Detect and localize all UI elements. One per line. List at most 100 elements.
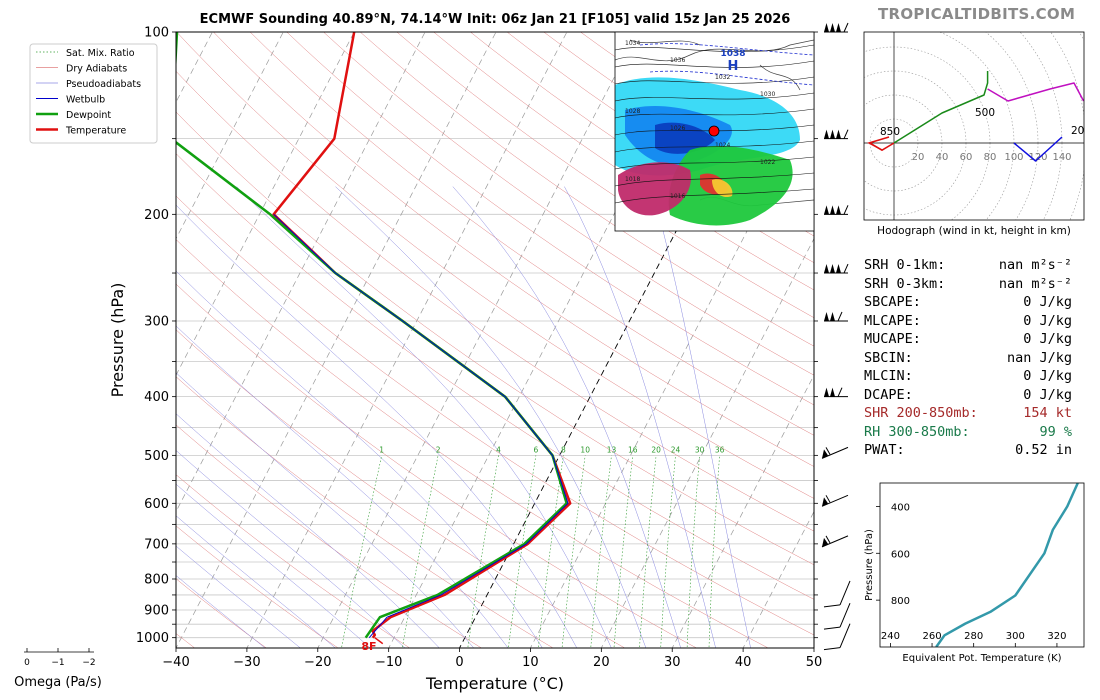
barb-staff [839,602,851,628]
dry-adiabat [176,376,554,648]
stat-row: RH 300-850mb: 99 % [864,423,1072,442]
map-isobar [615,140,814,153]
isotherm [176,32,284,240]
theta-e-x-tick-label: 280 [964,631,983,642]
barb-flag [837,387,843,397]
wind-barb [823,623,851,651]
omega-axis: Omega (Pa/s) 0 −1 −2 [14,648,102,690]
barb-flag [825,495,831,503]
barb-pennant [822,449,828,459]
map-isobar-label: 1036 [670,57,685,64]
legend-entry: Sat. Mix. Ratio [66,48,135,59]
map-isobar [615,172,814,187]
y-axis-label: Pressure (hPa) [108,283,127,398]
stat-value: nan m²s⁻² [998,275,1072,292]
stat-label: RH 300-850mb: [864,423,970,440]
pseudoadiabat [176,204,578,648]
legend-entry: Dry Adiabats [66,64,127,75]
map-isobar-label: 1030 [760,91,775,98]
map-coastline [615,39,814,207]
dry-adiabat [433,32,814,291]
wind-barbs [821,22,851,651]
dry-adiabat [176,195,814,636]
pseudoadiabat [176,483,371,648]
pseudoadiabat [176,450,406,648]
stat-row: MLCIN: 0 J/kg [864,367,1072,386]
legend: Sat. Mix. Ratio Dry Adiabats Pseudoadiabat… [29,43,158,144]
pseudoadiabat [176,270,543,648]
hodograph-ring-label: 140 [1052,152,1071,163]
wind-barb [821,535,849,548]
theta-e-y-tick-label: 400 [891,502,910,513]
barb-pennant [830,23,835,32]
mixing-ratio-label: 30 [695,445,705,454]
x-tick-label: 0 [455,655,463,670]
x-tick-label: −10 [375,655,402,670]
barb-pennant [822,537,828,547]
map-dashed-contour [639,43,814,86]
stat-label: SBCAPE: [864,294,921,310]
stat-row: MLCAPE: 0 J/kg [864,312,1072,331]
map-isobar [615,60,814,68]
barb-staff [821,494,849,507]
mixing-ratio-label: 2 [436,445,441,454]
stat-value: 0 J/kg [1023,331,1072,347]
dry-adiabat [396,32,814,319]
inset-map: 1034 1036 1032 1030 1028 1026 1024 1022 1018 1016… [614,31,815,232]
brand-watermark: TROPICALTIDBITS.COM [878,5,1076,23]
legend-box [29,43,158,144]
dry-adiabat [176,239,769,648]
y-tick-label: 800 [144,572,169,587]
map-isobar [615,108,814,119]
legend-entry: Dewpoint [66,110,111,121]
map-isobar-label: 1018 [625,176,640,183]
hodograph-ring-label: 20 [912,152,925,163]
mixing-ratio-line [537,455,564,648]
theta-e-y-label: Pressure (hPa) [864,529,875,601]
hodograph-height-label: 200 [1071,125,1091,137]
mixing-ratio-line [590,455,612,648]
hodograph-height-label: 500 [975,107,995,119]
barb-pennant [824,387,829,397]
stat-row: SBCAPE: 0 J/kg [864,293,1072,312]
barb-pennant [824,264,829,274]
hodograph-frame [863,31,1085,221]
barb-pennant [836,23,841,32]
barb-flag [843,129,849,139]
map-isobar [615,188,814,204]
map-isobar-label: 1022 [760,159,775,166]
barb-pennant [824,205,829,215]
y-tick-label: 100 [144,26,169,41]
isotherm [246,32,568,648]
barb-staff [821,446,849,459]
stat-value: 154 kt [1023,405,1072,421]
theta-e-x-label: Equivalent Pot. Temperature (K) [902,653,1061,664]
y-tick-label: 900 [144,603,169,618]
map-isobar-label: 1024 [715,142,730,149]
legend-entry: Pseudoadiabats [66,79,141,90]
omega-label: Omega (Pa/s) [14,675,102,690]
barb-staff [839,623,851,648]
legend-entry: Temperature [65,126,126,137]
dry-adiabat [176,111,814,566]
barb-flag [823,604,841,608]
mixing-ratio-label: 20 [651,445,661,454]
stat-value: 0 J/kg [1023,294,1072,310]
stat-row: DCAPE: 0 J/kg [864,386,1072,405]
stat-label: MLCIN: [864,368,913,384]
y-tick-label: 700 [144,537,169,552]
map-isobar [615,156,814,170]
barb-pennant [836,264,841,274]
series-wetbulb [273,213,569,639]
mixing-ratio-line [402,455,439,648]
pseudoadiabat [176,515,336,648]
hodograph-trace [1013,136,1063,162]
dry-adiabat [176,153,814,600]
x-tick-label: −20 [304,655,331,670]
map-precip-green [668,145,793,226]
mixing-ratio-line [639,455,657,648]
map-isobar [615,124,814,136]
theta-e-x-tick-label: 300 [1006,631,1025,642]
hodograph-ring-label: 40 [936,152,949,163]
